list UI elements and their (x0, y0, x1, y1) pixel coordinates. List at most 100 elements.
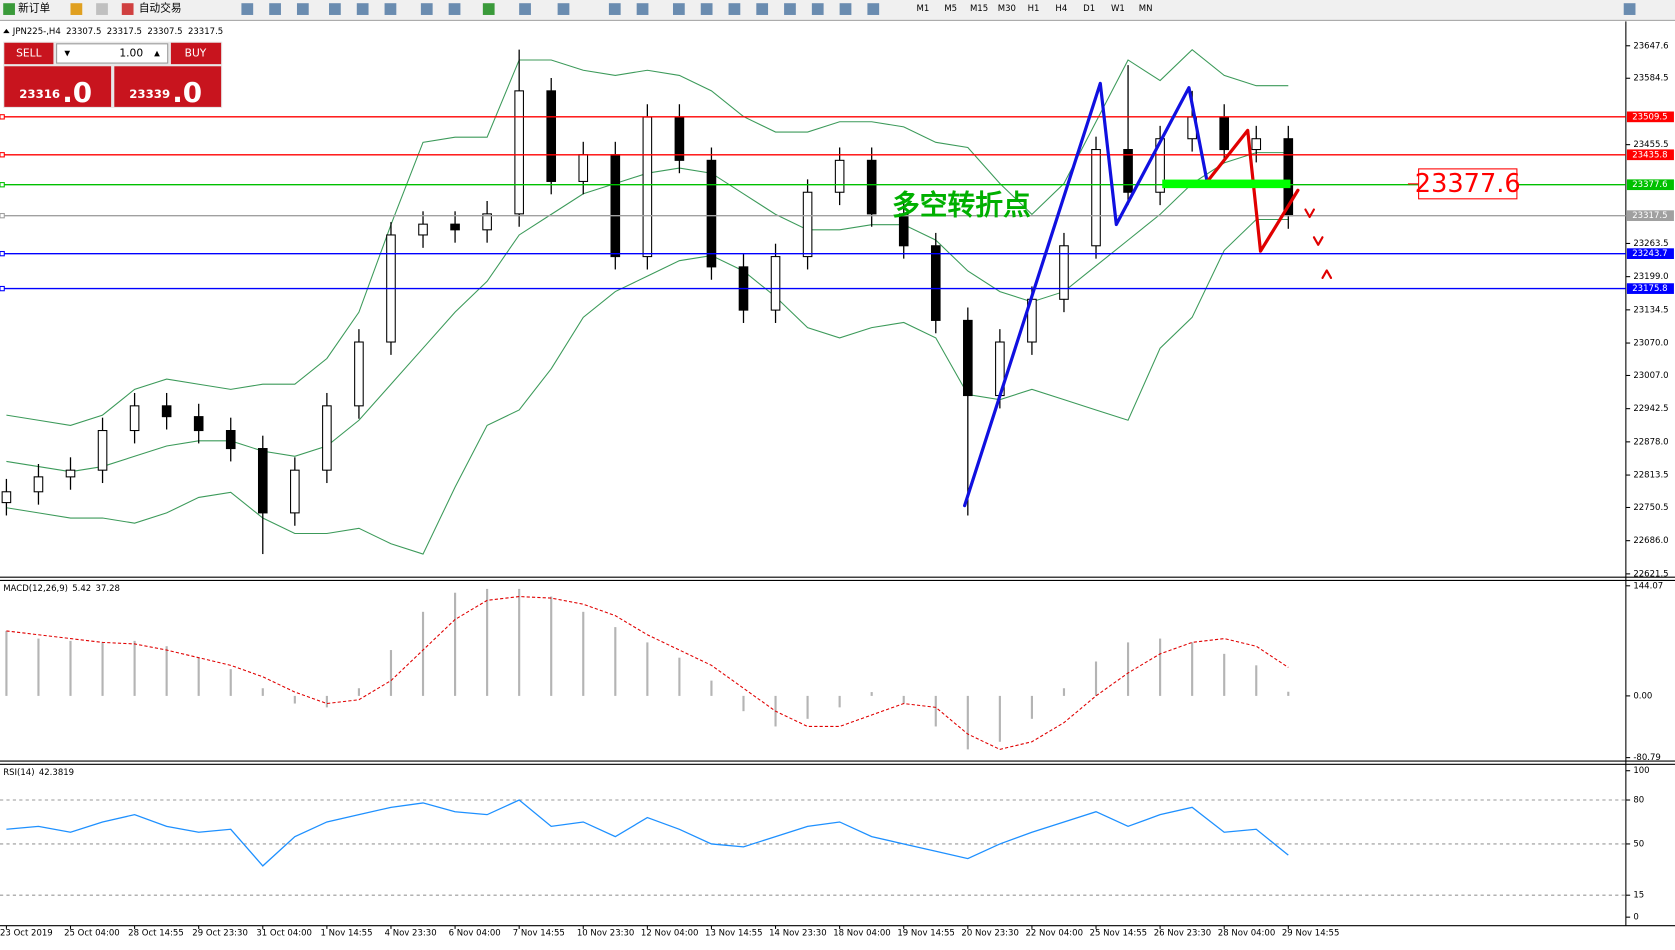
icon[interactable] (269, 3, 281, 15)
volume[interactable]: 1.00 (119, 46, 143, 59)
macd-bar (518, 588, 521, 696)
y-tick-label: 22878.0 (1633, 437, 1668, 447)
y-tick-label: 22750.5 (1633, 503, 1668, 513)
level-label-bg (1626, 179, 1674, 191)
macd-bar (1191, 642, 1194, 696)
auto-trading[interactable]: 自动交易 (139, 2, 182, 15)
macd-bar (229, 669, 232, 696)
annotation: 多空转折点 (892, 188, 1031, 221)
level-label: 23175.8 (1632, 284, 1667, 294)
candle-body (930, 245, 941, 321)
candle-body (65, 469, 76, 478)
chevron (1304, 208, 1316, 219)
sell-label[interactable]: SELL (16, 46, 41, 59)
y-tick-label: 50 (1633, 839, 1644, 849)
icon[interactable] (756, 3, 769, 15)
icon[interactable] (482, 3, 495, 15)
timeframe[interactable]: M5 (944, 4, 957, 14)
timeframe[interactable]: W1 (1111, 4, 1125, 14)
indicator-title: RSI(14) 42.3819 (3, 767, 74, 777)
icon[interactable] (448, 3, 461, 15)
indicator-value: 5.42 (72, 583, 91, 593)
sell-button[interactable] (4, 42, 54, 65)
bid-price[interactable]: 23316.0 (19, 76, 92, 109)
icon[interactable] (329, 3, 341, 15)
macd-bar (1094, 661, 1098, 696)
timeframe[interactable]: MN (1139, 4, 1153, 14)
y-tick-label: 144.07 (1633, 581, 1663, 591)
icon[interactable] (672, 3, 685, 15)
ask-price[interactable]: 23339.0 (129, 76, 202, 109)
auto-trading-icon[interactable] (121, 3, 134, 15)
icon[interactable] (356, 3, 369, 15)
new-order[interactable]: 新订单 (18, 2, 50, 15)
icon[interactable] (811, 3, 824, 15)
timeframe[interactable]: D1 (1083, 4, 1095, 14)
candle-body (898, 213, 909, 247)
bollinger-band (6, 218, 1289, 555)
volume-field[interactable] (56, 43, 169, 64)
bid-box[interactable] (4, 66, 112, 107)
timeframe[interactable]: H1 (1028, 4, 1040, 14)
icon[interactable] (839, 3, 852, 15)
icon[interactable] (96, 3, 108, 15)
indicator-name: MACD(12,26,9) (3, 583, 68, 593)
macd-bar (1030, 695, 1033, 719)
macd-bar (550, 596, 553, 696)
spin-down[interactable]: ▼ (64, 48, 70, 57)
buy-label[interactable]: BUY (185, 46, 207, 59)
icon[interactable] (636, 3, 649, 15)
icon[interactable] (70, 3, 83, 15)
macd-bar (389, 650, 393, 696)
level-label-bg (1626, 283, 1674, 294)
candle-body (225, 430, 236, 450)
x-tick-label: 25 Oct 04:00 (64, 929, 120, 939)
drawn-trend-lines (963, 81, 1333, 508)
icon[interactable] (784, 3, 796, 15)
macd-bar (357, 688, 360, 696)
icon[interactable] (296, 3, 309, 15)
icon[interactable] (420, 3, 433, 15)
y-tick-label: 0 (1633, 913, 1638, 923)
x-tick-label: 29 Oct 23:30 (192, 929, 248, 939)
icon[interactable] (1623, 3, 1636, 15)
x-tick-label: 22 Nov 04:00 (1026, 929, 1083, 939)
level-handle (0, 114, 5, 120)
candle-body (546, 90, 557, 182)
y-tick-label: 22621.5 (1633, 569, 1668, 579)
macd-bar (678, 657, 681, 696)
icon[interactable] (867, 3, 880, 15)
icon[interactable] (557, 3, 570, 15)
icon[interactable] (241, 3, 254, 15)
x-tick-label: 23 Oct 2019 (0, 929, 53, 939)
chevron (1321, 269, 1333, 279)
trend-line (1205, 128, 1300, 253)
icon[interactable] (519, 3, 531, 15)
candle-body (129, 405, 140, 432)
timeframe[interactable]: M30 (998, 4, 1016, 14)
level-label: 23317.5 (1632, 211, 1667, 221)
new-order-icon[interactable] (3, 3, 15, 15)
y-tick-label: 22686.0 (1633, 536, 1668, 546)
macd-bar (37, 638, 40, 696)
level-handle (0, 152, 5, 158)
spin-up[interactable]: ▲ (154, 48, 160, 57)
toolbar-icons (241, 3, 1636, 15)
timeframe[interactable]: M15 (970, 4, 988, 14)
icon[interactable] (608, 3, 621, 15)
icon[interactable] (384, 3, 397, 15)
buy-button[interactable] (170, 42, 222, 65)
macd-bar (966, 695, 969, 750)
ask-box[interactable] (114, 66, 222, 107)
icon[interactable] (700, 3, 713, 15)
timeframe[interactable]: M1 (917, 4, 930, 14)
timeframe[interactable]: H4 (1055, 4, 1067, 14)
indicator-value: 42.3819 (39, 767, 74, 777)
candle-body (482, 213, 492, 231)
macd-bar (1159, 638, 1162, 696)
icon[interactable] (728, 3, 741, 15)
header-value: 23317.5 (107, 26, 142, 36)
level-label-bg (1626, 111, 1674, 123)
candle-body (1219, 116, 1230, 151)
